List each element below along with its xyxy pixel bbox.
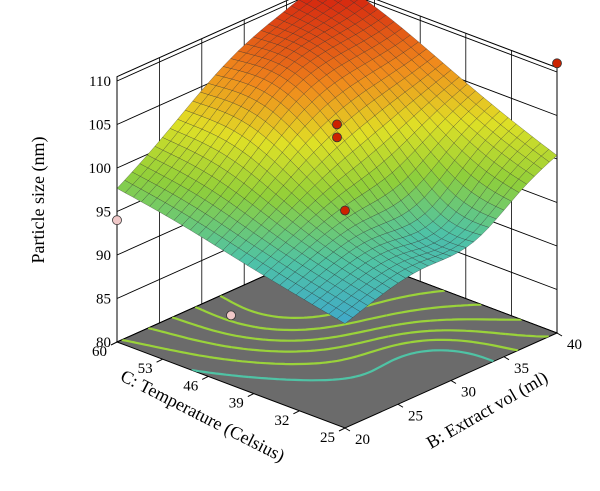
x-tick-32: 32 <box>274 413 289 429</box>
design-points <box>112 58 562 321</box>
x-tick-60: 60 <box>92 344 107 360</box>
y-tick-35: 35 <box>514 361 529 377</box>
x-tick-46: 46 <box>183 378 199 394</box>
z-tick-95: 95 <box>96 205 111 221</box>
z-axis-label: Particle size (nm) <box>28 137 49 264</box>
z-tick-90: 90 <box>96 248 111 264</box>
y-tick-40: 40 <box>567 337 582 353</box>
x-tick-25: 25 <box>320 430 335 446</box>
tick-labels: 80 85 90 95 100 105 110 60 53 46 39 32 25 20 25 30 35 40 <box>89 74 583 448</box>
design-point-1 <box>552 58 562 69</box>
design-point-2 <box>332 119 342 130</box>
floor-plane <box>110 246 563 432</box>
response-surface <box>116 0 558 324</box>
design-point-3 <box>332 132 342 143</box>
design-point-4 <box>340 205 350 216</box>
z-tick-85: 85 <box>96 292 111 308</box>
z-tick-105: 105 <box>89 118 112 134</box>
y-tick-30: 30 <box>461 385 476 401</box>
z-tick-100: 100 <box>89 161 112 177</box>
x-tick-39: 39 <box>229 396 244 412</box>
x-tick-53: 53 <box>138 361 153 377</box>
y-tick-20: 20 <box>355 432 370 448</box>
y-tick-25: 25 <box>408 408 423 424</box>
design-point-6 <box>226 310 236 321</box>
z-tick-110: 110 <box>89 74 111 90</box>
design-point-5 <box>112 215 122 226</box>
z-tick-80: 80 <box>96 335 111 351</box>
